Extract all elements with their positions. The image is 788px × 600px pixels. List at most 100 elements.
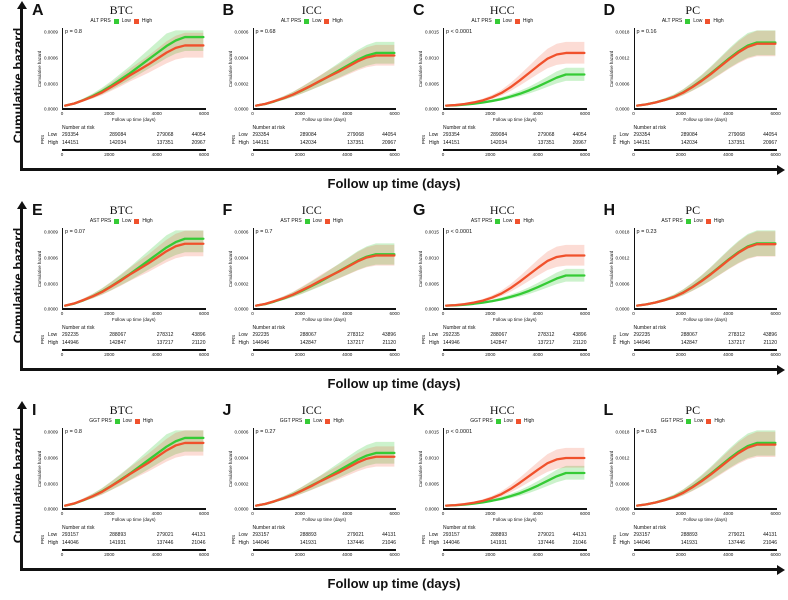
confidence-band: [636, 230, 775, 306]
y-tick-label: 0.0012: [615, 55, 630, 61]
hazard-curve-high: [65, 244, 203, 306]
x-tick-label: 2000: [675, 111, 686, 116]
confidence-band: [446, 67, 585, 106]
y-tick-label: 0.0015: [424, 29, 439, 35]
x-tick-label: 6000: [389, 111, 400, 116]
y-tick-label: 0.0006: [43, 55, 58, 61]
risk-table-header: Number at risk: [62, 125, 95, 131]
risk-axis-line: [252, 349, 396, 351]
risk-table-header: Number at risk: [443, 125, 476, 131]
x-tick-label: 4000: [151, 352, 162, 357]
plot-area: p = 0.27: [252, 428, 396, 510]
x-tick-label: 6000: [579, 552, 591, 557]
hazard-curve-high: [637, 445, 775, 506]
y-tick-label: 0.0006: [234, 229, 249, 235]
legend-low-label: Low: [122, 218, 132, 224]
x-tick-label: 2000: [104, 111, 115, 116]
risk-tick-labels: 0 2000 4000 6000: [441, 152, 591, 158]
risk-axis-line: [633, 149, 777, 151]
y-tick-label: 0.0003: [43, 481, 58, 487]
legend-group-label: ALT PRS: [661, 18, 683, 24]
x-tick-label: 2000: [294, 111, 305, 116]
risk-count: 43896: [572, 332, 587, 338]
x-tick-label: 2000: [485, 152, 496, 157]
risk-row-low: Low 293157 288893 279021 44131: [429, 532, 587, 539]
plot-x-axis-label: Follow up time (days): [492, 317, 537, 322]
risk-side-label: PRS: [611, 534, 617, 545]
y-tick-label: 0.0010: [424, 255, 439, 261]
risk-row-high: High 144046 141931 137446 21046: [239, 540, 397, 547]
row-x-axis-arrow: [20, 564, 785, 575]
risk-axis-line: [443, 549, 587, 551]
y-tick-label: 0.0003: [43, 81, 58, 87]
risk-row-low: Low 293157 288893 279021 44131: [620, 532, 778, 539]
y-tick-label: 0.0000: [615, 306, 630, 312]
p-value: p < 0.0001: [446, 229, 473, 235]
y-tick-label: 0.0004: [234, 255, 249, 261]
x-tick-label: 6000: [770, 152, 781, 157]
x-tick-label: 0: [441, 152, 445, 157]
y-tick-labels: 0.0000 0.0002 0.0004 0.0006: [226, 428, 251, 512]
risk-row-low: Low 293354 289084 279068 44054: [239, 132, 397, 139]
legend-high-label: High: [142, 418, 154, 424]
risk-count: 20967: [382, 140, 396, 146]
risk-count: 278312: [156, 332, 174, 338]
risk-row-low: Low 293354 289084 279068 44054: [620, 132, 778, 139]
y-tick-label: 0.0000: [424, 506, 439, 512]
risk-row-high: High 144046 141931 137446 21046: [48, 540, 206, 547]
risk-count: 288067: [490, 332, 508, 338]
x-tick-label: 6000: [198, 311, 210, 316]
risk-count: 44054: [572, 132, 587, 138]
legend-high-swatch-icon: [134, 418, 140, 424]
x-tick-labels: 0 2000 4000 6000: [442, 111, 590, 117]
legend-high-label: High: [713, 18, 724, 24]
legend-low-swatch-icon: [113, 18, 119, 24]
row-y-axis-arrow: [16, 1, 27, 168]
y-tick-label: 0.0005: [424, 81, 439, 87]
x-tick-label: 4000: [342, 552, 353, 557]
risk-table: Number at risk PRS Low 292235 288067 27831…: [40, 325, 209, 367]
x-tick-label: 0: [441, 511, 445, 516]
confidence-band: [446, 268, 585, 306]
hazard-curve-high: [256, 255, 394, 305]
risk-table: Number at risk PRS Low 292235 288067 27831…: [231, 325, 400, 367]
x-tick-label: 4000: [342, 152, 353, 157]
x-tick-label: 2000: [485, 552, 496, 557]
x-tick-label: 6000: [770, 352, 781, 357]
legend-low-swatch-icon: [305, 418, 311, 424]
panel-legend: AST PRS Low High: [604, 218, 783, 224]
arrow-right-icon: [777, 364, 785, 375]
x-tick-label: 6000: [389, 511, 400, 516]
risk-side-label: PRS: [611, 134, 617, 145]
legend-low-label: Low: [312, 218, 322, 224]
survival-panel: L PC GGT PRS Low High Cumulative hazard …: [604, 402, 783, 568]
risk-low-row-label: Low: [238, 532, 248, 538]
legend-group-label: GGT PRS: [279, 418, 303, 424]
legend-low-swatch-icon: [495, 418, 501, 424]
risk-count: 44054: [382, 132, 396, 138]
risk-row-low: Low 293354 289084 279068 44054: [429, 132, 587, 139]
plot-outer: Cumulative hazard 0.0000 0.0006 0.0012 0.00…: [608, 228, 777, 312]
x-tick-label: 2000: [104, 152, 115, 157]
risk-count: 293354: [252, 132, 270, 138]
panel-legend: ALT PRS Low High: [32, 18, 211, 24]
plot-outer: Cumulative hazard 0.0000 0.0002 0.0004 0.00…: [227, 28, 396, 112]
risk-count: 21120: [191, 340, 206, 346]
legend-group-label: GGT PRS: [470, 418, 493, 424]
risk-count: 142847: [109, 340, 127, 346]
risk-high-row-label: High: [238, 140, 249, 146]
risk-count: 43896: [382, 332, 396, 338]
x-tick-label: 0: [441, 552, 445, 557]
panel-title: ICC: [301, 203, 322, 217]
risk-count: 137217: [156, 340, 174, 346]
p-value: p = 0.68: [255, 29, 276, 35]
plot-x-axis-label: Follow up time (days): [492, 117, 537, 122]
plot-area: p = 0.7: [252, 228, 396, 310]
survival-panel: A BTC ALT PRS Low High Cumulative hazard…: [32, 2, 211, 168]
hazard-curves-chart: [444, 447, 587, 508]
x-tick-label: 4000: [723, 111, 734, 116]
row-panels: I BTC GGT PRS Low High Cumulative hazard…: [32, 402, 782, 568]
x-tick-label: 6000: [579, 152, 591, 157]
y-tick-label: 0.0000: [234, 106, 249, 112]
legend-low-label: Low: [121, 18, 131, 24]
